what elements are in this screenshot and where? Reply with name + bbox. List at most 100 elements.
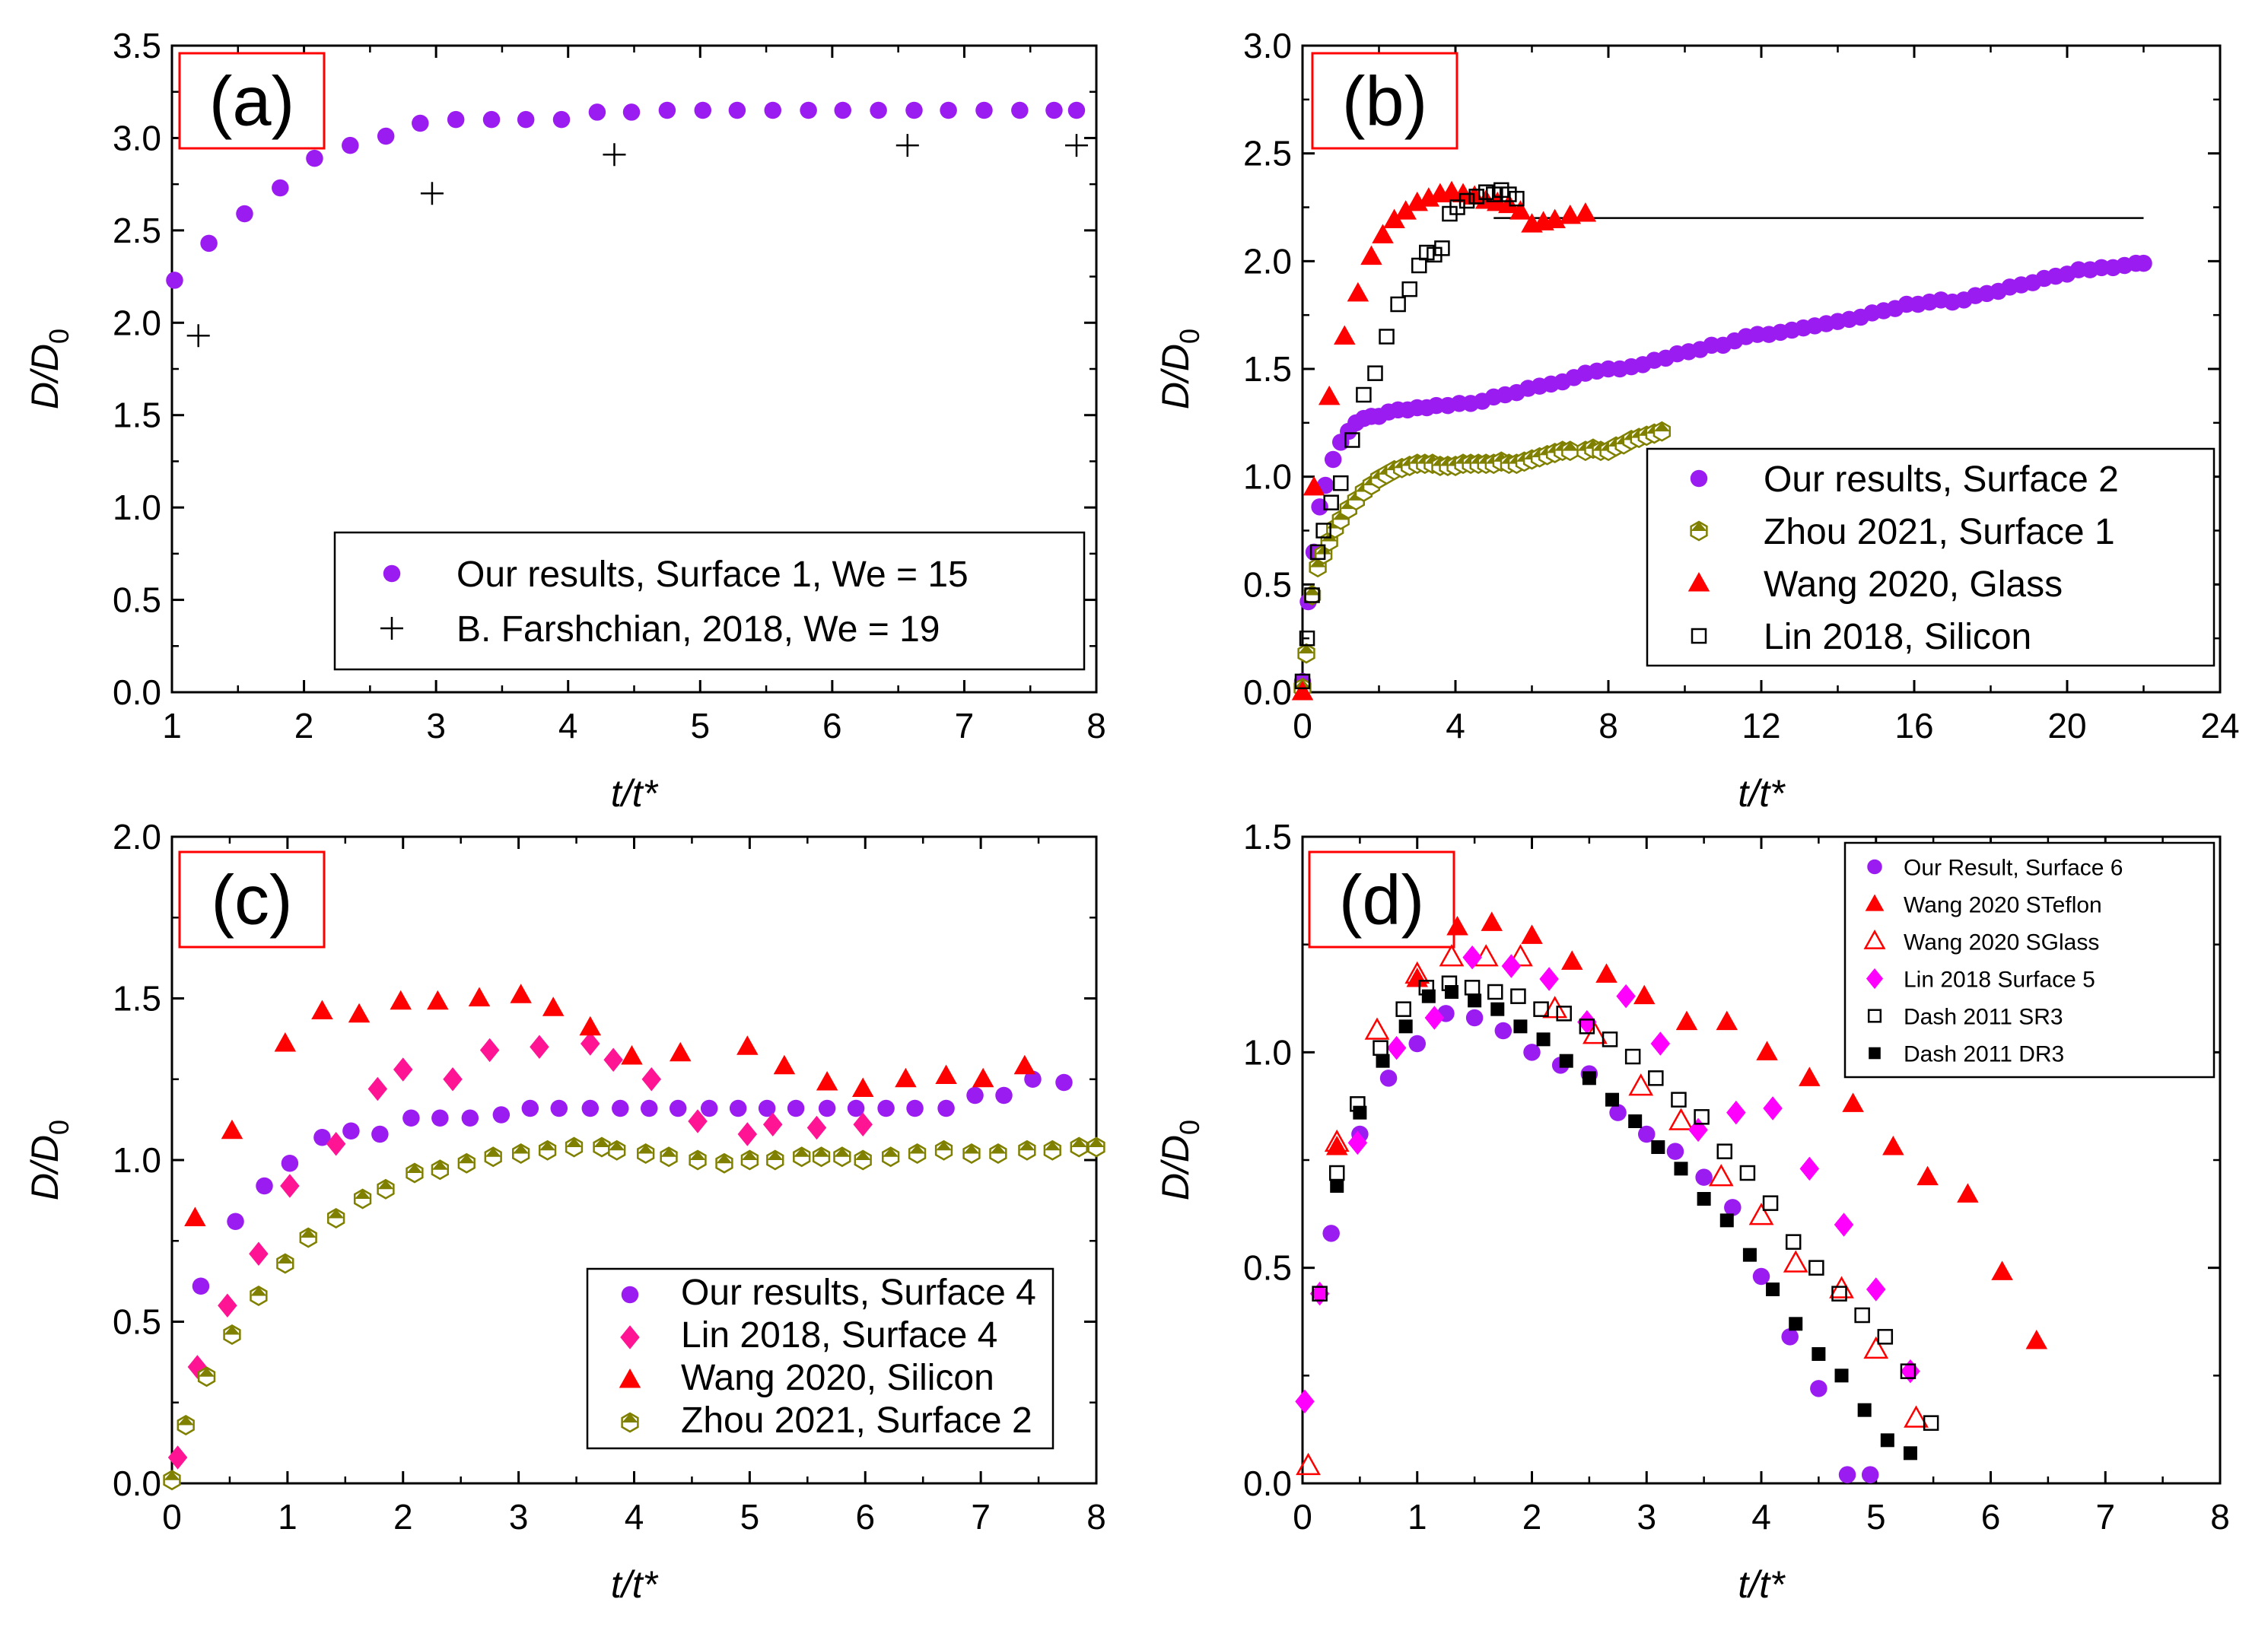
series-our-result-surface-6 — [1322, 1005, 1879, 1483]
legend-marker — [383, 564, 401, 583]
y-tick-label: 0.0 — [1243, 1464, 1292, 1503]
data-point — [306, 149, 323, 167]
data-point — [818, 1099, 836, 1117]
y-tick-label: 0.0 — [113, 672, 161, 712]
y-axis-label: D/D0 — [24, 329, 75, 409]
data-point — [1311, 498, 1328, 516]
data-point — [908, 1143, 927, 1164]
data-point — [390, 990, 412, 1010]
y-tick-label: 0.5 — [1243, 1248, 1292, 1288]
data-point — [1533, 1001, 1549, 1017]
chart-panel-c: 0 1 2 3 4 5 6 7 8 0.0 0.5 1.0 1.5 2.0 t/t* D/D0 (c) Our r… — [24, 817, 1106, 1606]
x-axis-label: t/t* — [611, 1563, 659, 1606]
data-point — [729, 1099, 747, 1117]
data-point — [1785, 1234, 1802, 1250]
data-point — [250, 1286, 268, 1306]
data-point — [1291, 681, 1314, 701]
legend-label: Lin 2018 Surface 5 — [1904, 968, 2095, 993]
data-point — [1810, 1380, 1827, 1397]
data-point — [1651, 1140, 1665, 1154]
data-point — [272, 179, 289, 197]
data-point — [1628, 1073, 1654, 1096]
y-tick-label: 3.5 — [113, 26, 161, 65]
data-point — [608, 1140, 626, 1161]
x-tick-label: 5 — [690, 706, 710, 745]
legend-box — [333, 531, 1086, 671]
data-point — [1303, 585, 1322, 606]
data-point — [1465, 1009, 1484, 1027]
legend-label: Wang 2020 SGlass — [1904, 930, 2099, 955]
data-point — [447, 110, 465, 129]
data-point — [1799, 1066, 1821, 1086]
data-point — [256, 1177, 273, 1195]
data-point — [1487, 984, 1503, 1000]
data-point — [688, 1109, 708, 1133]
data-point — [186, 324, 210, 348]
legend-marker — [1691, 628, 1707, 644]
data-point — [1842, 1092, 1864, 1112]
legend-marker — [1867, 1009, 1882, 1023]
data-point — [1067, 101, 1086, 119]
data-point — [1628, 1114, 1643, 1128]
data-point — [1070, 1136, 1088, 1158]
x-tick-label: 3 — [509, 1497, 529, 1537]
legend-label: Zhou 2021, Surface 2 — [681, 1400, 1032, 1441]
data-point — [612, 1099, 629, 1117]
panel-label: (d) — [1339, 862, 1424, 939]
data-point — [934, 1140, 953, 1161]
panel-label-box — [178, 52, 326, 150]
series-dash-2011-dr3 — [1330, 985, 1917, 1461]
legend-marker — [1690, 520, 1708, 542]
data-point — [371, 1125, 389, 1143]
data-point — [1789, 1317, 1803, 1331]
data-point — [1559, 204, 1581, 224]
data-point — [579, 1016, 602, 1036]
legend-label: Wang 2020, Glass — [1764, 564, 2063, 605]
data-point — [816, 1071, 838, 1091]
data-point — [1324, 1129, 1350, 1152]
legend-marker — [1866, 968, 1884, 990]
data-point — [1395, 1001, 1411, 1017]
y-axis: 0.0 0.5 1.0 1.5 — [1243, 817, 2220, 1503]
data-point — [1579, 1019, 1595, 1035]
data-point — [1501, 954, 1522, 978]
data-point — [621, 1045, 643, 1065]
data-point — [1561, 440, 1579, 462]
legend-label: Our results, Surface 4 — [681, 1273, 1036, 1313]
legend-label: B. Farshchian, 2018, We = 19 — [456, 609, 940, 650]
data-point — [542, 997, 565, 1016]
x-tick-label: 4 — [1446, 706, 1465, 745]
legend-label: Zhou 2021, Surface 1 — [1764, 512, 2115, 552]
data-point — [1323, 494, 1339, 510]
x-tick-label: 16 — [1894, 706, 1933, 745]
data-point — [177, 1415, 195, 1435]
data-point — [1739, 1165, 1756, 1181]
data-point — [1344, 432, 1360, 448]
data-point — [694, 101, 712, 119]
x-tick-label: 0 — [1293, 1497, 1312, 1537]
data-point — [1624, 1048, 1641, 1065]
data-point — [1666, 1143, 1684, 1160]
data-point — [1434, 240, 1450, 256]
data-point — [1609, 1104, 1627, 1121]
data-point — [1386, 1035, 1407, 1060]
legend-marker — [1690, 469, 1708, 488]
data-point — [427, 990, 449, 1010]
data-point — [1595, 963, 1618, 983]
data-point — [1509, 190, 1525, 207]
x-axis-label: t/t* — [1738, 1563, 1786, 1606]
legend-label: Lin 2018, Silicon — [1764, 617, 2031, 657]
data-point — [236, 205, 253, 223]
data-point — [2025, 1330, 2048, 1349]
data-point — [588, 103, 606, 121]
data-point — [420, 182, 444, 205]
data-point — [1756, 1041, 1778, 1060]
data-point — [1446, 916, 1468, 936]
data-point — [1688, 1117, 1708, 1143]
data-point — [1367, 365, 1383, 381]
data-point — [1559, 1054, 1573, 1068]
data-point — [218, 1293, 237, 1318]
data-point — [538, 1140, 557, 1161]
data-point — [1421, 989, 1436, 1003]
